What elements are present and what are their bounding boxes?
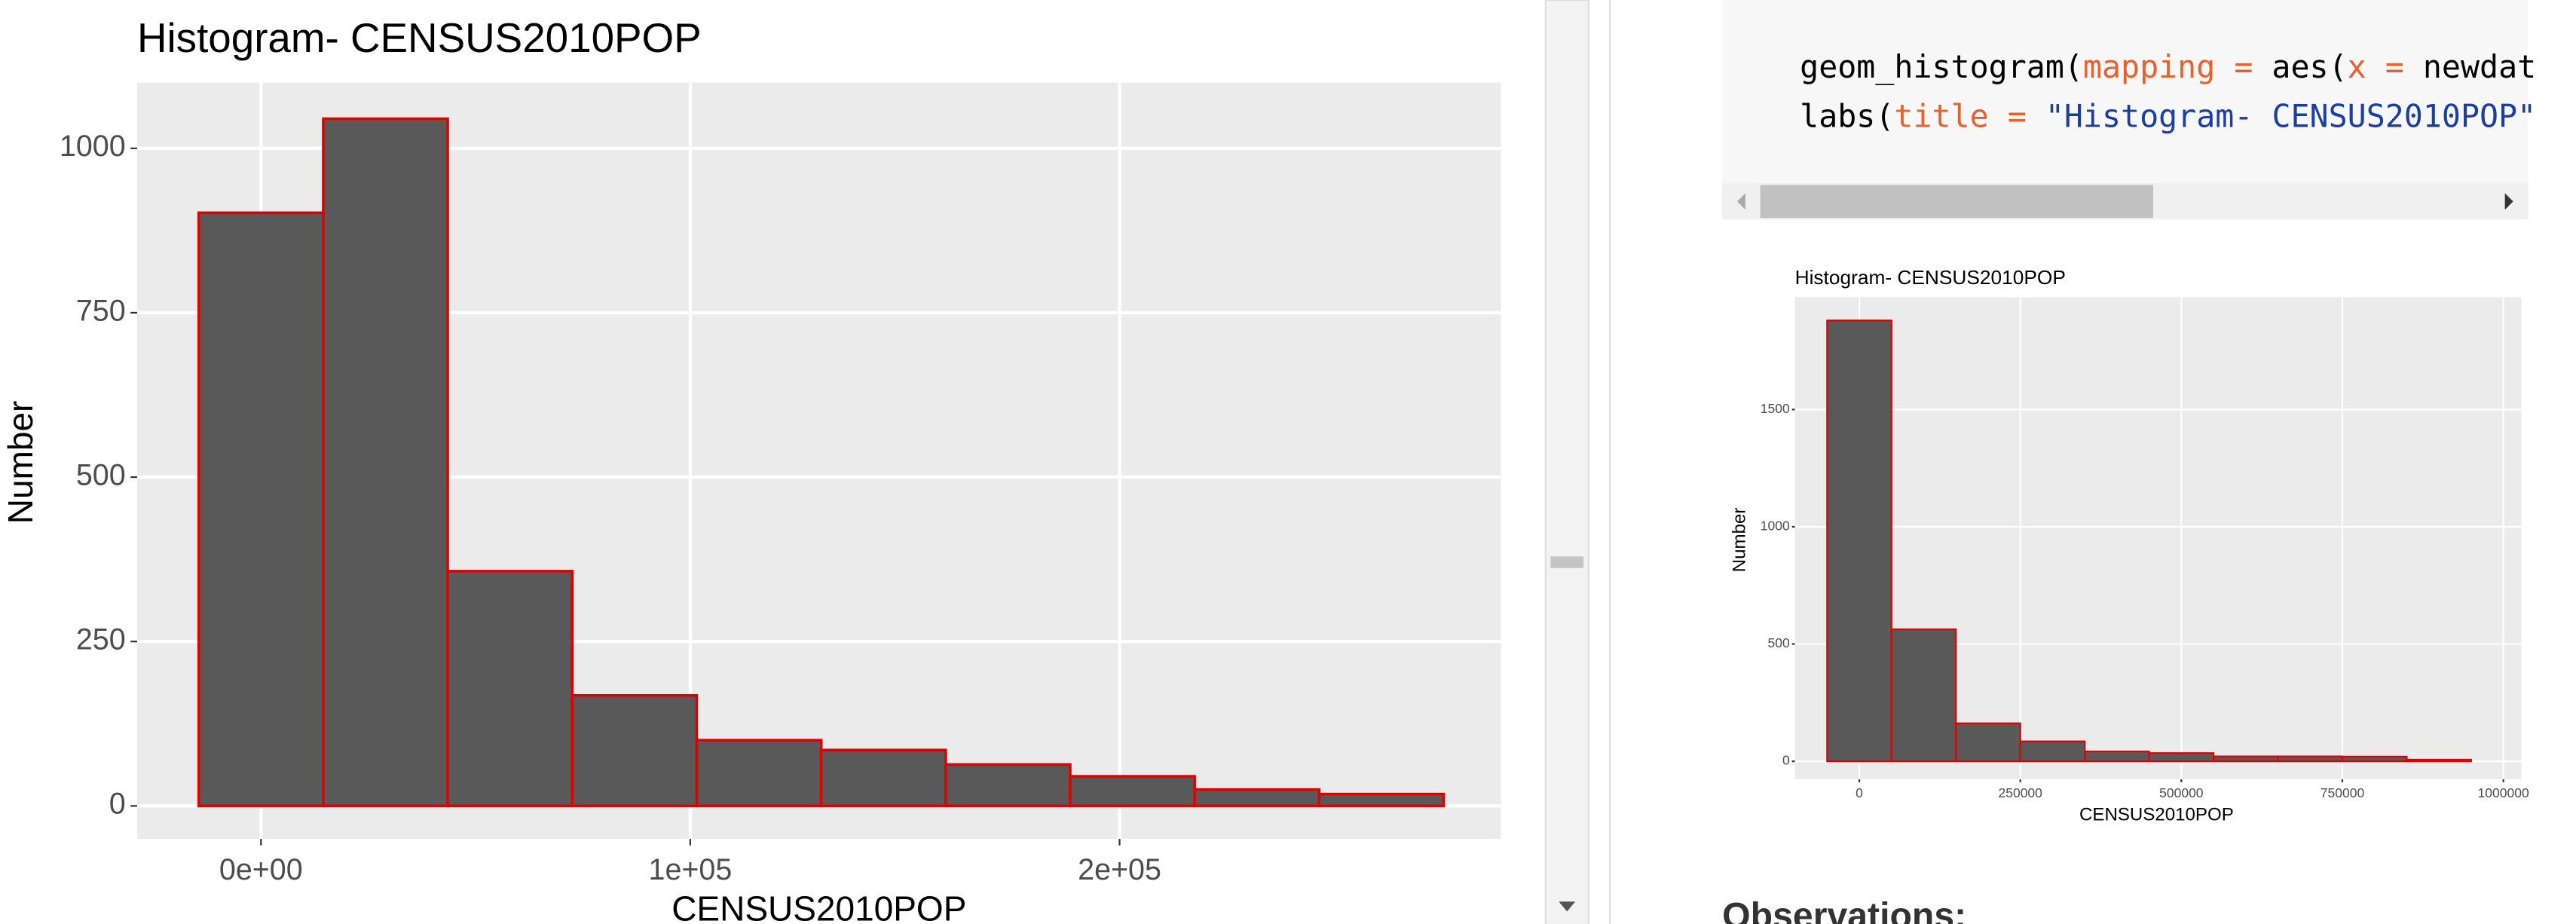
code-line: geom_histogram(mapping = aes(x = newdat — [1800, 48, 2536, 85]
histogram-bar — [1193, 788, 1321, 808]
x-tick-label: 500000 — [2159, 785, 2204, 800]
y-axis-label: Number — [1730, 508, 1750, 573]
x-axis-label: CENSUS2010POP — [2079, 805, 2234, 825]
code-token: title = — [1894, 98, 2026, 135]
histogram-bar — [944, 763, 1072, 808]
histogram-bar — [2406, 758, 2473, 763]
y-tick-label: 0 — [109, 788, 126, 821]
histogram-bar — [1317, 792, 1446, 808]
scroll-right-arrow[interactable] — [2504, 193, 2513, 210]
histogram-bar — [2212, 755, 2279, 763]
scroll-down-arrow[interactable] — [1559, 901, 1576, 912]
histogram-bar — [819, 748, 947, 808]
x-tick-label: 250000 — [1998, 785, 2042, 800]
histogram-bar — [2084, 750, 2150, 763]
y-tick-label: 0 — [1782, 753, 1790, 768]
x-tick-label: 1e+05 — [649, 853, 733, 886]
y-axis-label: Number — [1, 401, 40, 525]
histogram-bar — [2341, 755, 2408, 763]
histogram-bar — [2019, 740, 2086, 763]
histogram-bar — [197, 211, 325, 808]
histogram-bar — [1069, 775, 1196, 808]
code-token: x = — [2348, 48, 2404, 85]
h-scroll-thumb[interactable] — [1760, 185, 2154, 219]
chart-title: Histogram- CENSUS2010POP — [137, 14, 702, 61]
y-tick-label: 1000 — [60, 130, 126, 163]
x-tick-label: 2e+05 — [1078, 853, 1161, 886]
histogram-bar — [1955, 722, 2021, 763]
code-token: aes( — [2253, 48, 2347, 85]
x-tick-label: 1000000 — [2478, 785, 2529, 800]
y-tick-label: 1500 — [1761, 401, 1790, 416]
scrollbar[interactable] — [1544, 0, 1589, 924]
code-token: mapping = — [2083, 48, 2253, 85]
y-tick-label: 500 — [1768, 635, 1790, 650]
observations-heading: Observations: — [1722, 895, 1966, 924]
code-line: labs(title = "Histogram- CENSUS2010POP" — [1800, 98, 2536, 135]
code-block — [1722, 0, 2529, 220]
histogram-bar — [571, 693, 699, 808]
histogram-bar — [2148, 752, 2215, 763]
chart-title: Histogram- CENSUS2010POP — [1795, 266, 2066, 289]
x-tick-label: 0 — [1856, 785, 1863, 800]
code-token: newdat — [2404, 48, 2536, 85]
x-tick-label: 750000 — [2321, 785, 2365, 800]
histogram-bar — [322, 117, 449, 808]
code-token: geom_histogram( — [1800, 48, 2083, 85]
y-tick-label: 750 — [76, 294, 126, 327]
y-tick-label: 500 — [76, 458, 126, 491]
histogram-bar — [695, 739, 823, 808]
code-token: labs( — [1800, 98, 1894, 135]
x-tick-label: 0e+00 — [219, 853, 303, 886]
histogram-bar — [1890, 628, 1957, 763]
y-tick-label: 250 — [76, 623, 126, 656]
code-token: "Histogram- CENSUS2010POP" — [2027, 98, 2536, 135]
scroll-thumb[interactable] — [1550, 556, 1584, 568]
scroll-left-arrow[interactable] — [1736, 193, 1745, 210]
x-axis-label: CENSUS2010POP — [672, 889, 966, 924]
y-tick-label: 1000 — [1761, 519, 1790, 534]
histogram-bar — [1826, 320, 1892, 763]
histogram-bar — [2277, 755, 2344, 763]
histogram-bar — [446, 570, 574, 808]
